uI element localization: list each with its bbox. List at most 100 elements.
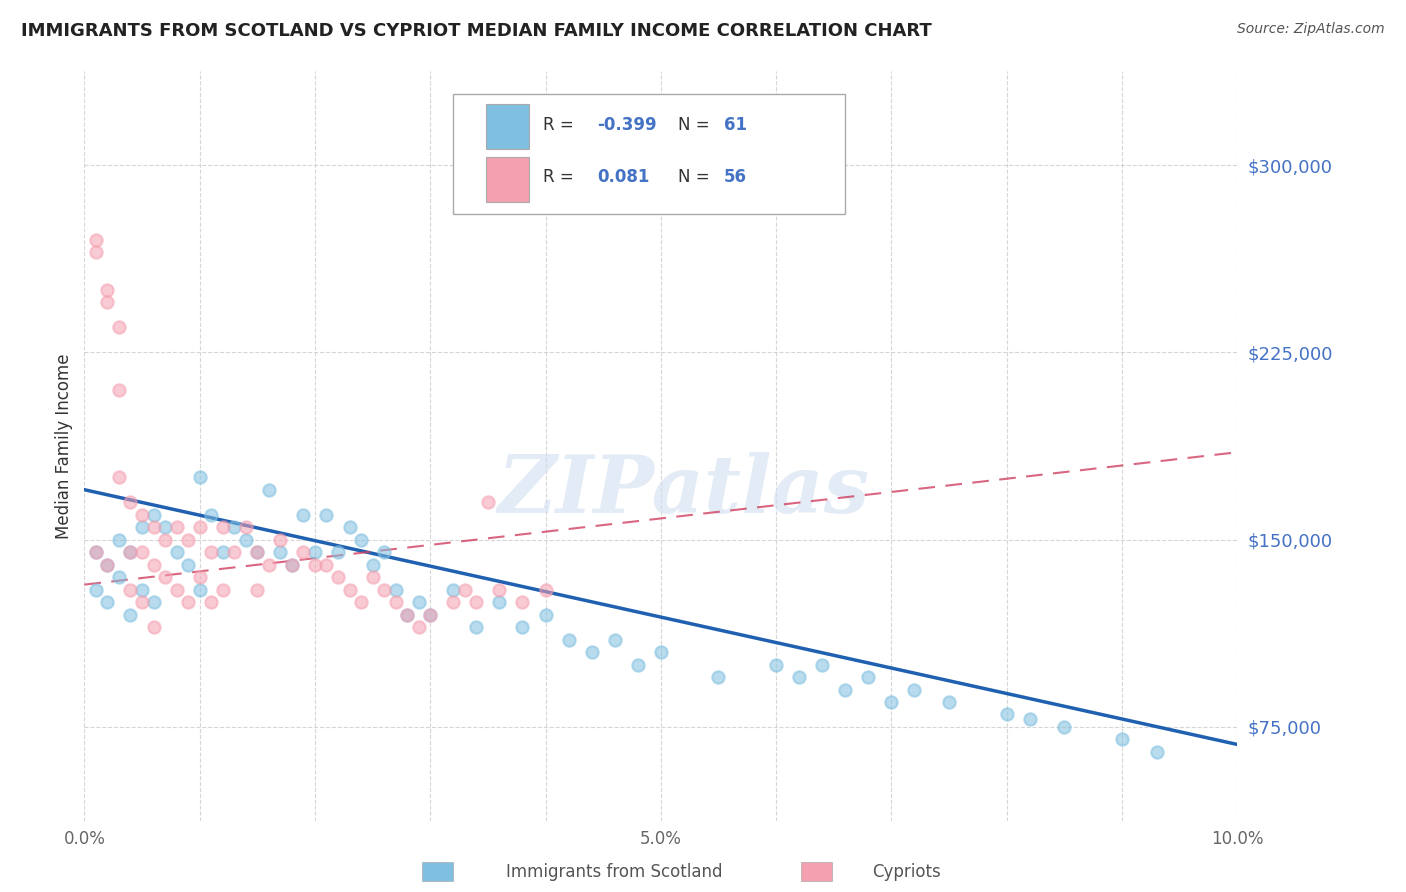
Point	[512, 620, 534, 634]
Point	[339, 520, 361, 534]
Point	[408, 595, 430, 609]
Point	[177, 595, 200, 609]
Point	[142, 520, 165, 534]
Point	[211, 582, 233, 597]
Point	[235, 520, 257, 534]
Point	[707, 670, 730, 684]
Point	[108, 570, 131, 584]
Point	[292, 545, 315, 559]
Text: N =: N =	[678, 169, 716, 186]
Point	[419, 607, 441, 622]
Text: N =: N =	[678, 116, 716, 134]
Point	[120, 545, 142, 559]
Point	[488, 595, 510, 609]
Point	[211, 545, 233, 559]
Point	[269, 533, 291, 547]
Point	[858, 670, 880, 684]
Y-axis label: Median Family Income: Median Family Income	[55, 353, 73, 539]
Point	[373, 545, 395, 559]
Point	[131, 582, 153, 597]
Point	[96, 558, 118, 572]
Point	[441, 595, 464, 609]
Text: R =: R =	[543, 116, 579, 134]
Text: 56: 56	[724, 169, 747, 186]
Point	[188, 470, 211, 484]
Point	[108, 533, 131, 547]
Point	[465, 595, 488, 609]
Point	[142, 620, 165, 634]
Text: -0.399: -0.399	[598, 116, 657, 134]
Point	[177, 558, 200, 572]
Point	[120, 495, 142, 509]
Point	[315, 508, 337, 522]
Point	[120, 607, 142, 622]
Point	[177, 533, 200, 547]
Point	[108, 320, 131, 334]
Point	[142, 508, 165, 522]
Point	[315, 558, 337, 572]
Point	[534, 607, 557, 622]
Point	[350, 595, 373, 609]
Point	[224, 520, 246, 534]
Point	[465, 620, 488, 634]
Point	[995, 707, 1018, 722]
Point	[188, 582, 211, 597]
Text: 0.081: 0.081	[598, 169, 650, 186]
Text: Immigrants from Scotland: Immigrants from Scotland	[506, 863, 723, 881]
Text: 61: 61	[724, 116, 747, 134]
Point	[361, 558, 384, 572]
Point	[84, 545, 107, 559]
Point	[96, 595, 118, 609]
Point	[304, 545, 326, 559]
Text: Cypriots: Cypriots	[872, 863, 941, 881]
Point	[246, 545, 269, 559]
Point	[477, 495, 499, 509]
Point	[108, 383, 131, 397]
Point	[419, 607, 441, 622]
Point	[131, 595, 153, 609]
Point	[153, 570, 176, 584]
Point	[166, 545, 188, 559]
Point	[488, 582, 510, 597]
Point	[534, 582, 557, 597]
Point	[396, 607, 419, 622]
Text: ZIPatlas: ZIPatlas	[498, 452, 870, 530]
Point	[292, 508, 315, 522]
Point	[384, 595, 406, 609]
Point	[326, 545, 349, 559]
Point	[84, 545, 107, 559]
Point	[1111, 732, 1133, 747]
Point	[880, 695, 903, 709]
Point	[84, 245, 107, 260]
Point	[108, 470, 131, 484]
Point	[384, 582, 406, 597]
Point	[557, 632, 579, 647]
Point	[1053, 720, 1076, 734]
Point	[84, 233, 107, 247]
Point	[211, 520, 233, 534]
Point	[96, 283, 118, 297]
Point	[787, 670, 810, 684]
Point	[131, 508, 153, 522]
Point	[512, 595, 534, 609]
FancyBboxPatch shape	[453, 94, 845, 214]
Point	[603, 632, 626, 647]
Point	[373, 582, 395, 597]
Point	[246, 582, 269, 597]
Point	[1018, 713, 1040, 727]
Point	[396, 607, 419, 622]
Point	[84, 582, 107, 597]
Point	[903, 682, 925, 697]
Point	[765, 657, 787, 672]
Point	[834, 682, 856, 697]
Point	[96, 295, 118, 310]
FancyBboxPatch shape	[485, 104, 530, 150]
Point	[326, 570, 349, 584]
Point	[304, 558, 326, 572]
Point	[650, 645, 672, 659]
Point	[281, 558, 304, 572]
Point	[269, 545, 291, 559]
Point	[188, 520, 211, 534]
Point	[200, 595, 222, 609]
Point	[454, 582, 477, 597]
